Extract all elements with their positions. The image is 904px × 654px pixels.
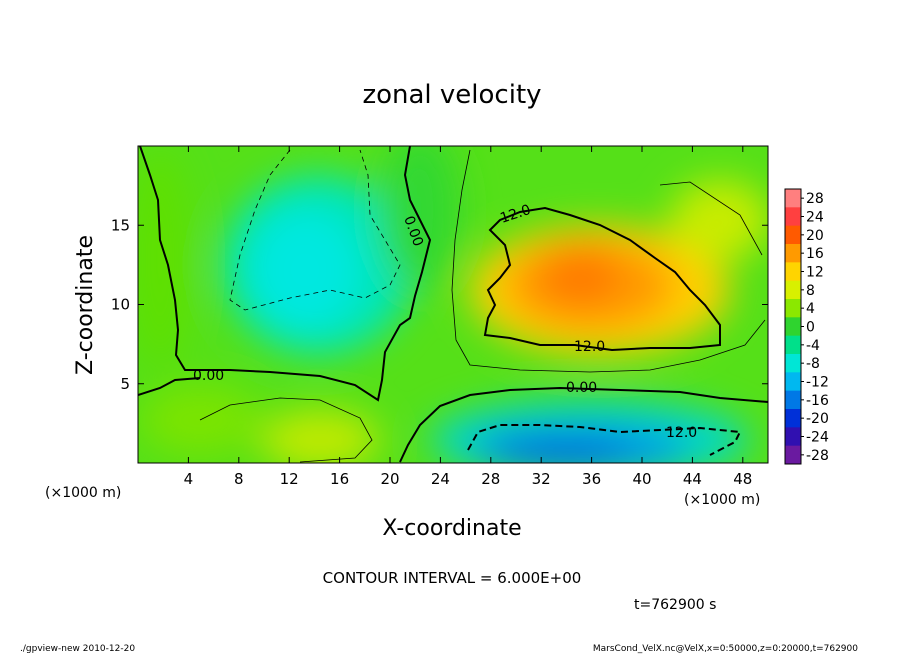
colorbar-swatch [785,409,801,428]
x-tick-label: 44 [683,470,702,488]
colorbar-swatch [785,427,801,447]
contour-label: 0.00 [566,380,597,396]
y-tick-label: 5 [120,375,130,393]
colorbar-swatch [785,354,801,373]
colorbar: 28 24 20 16 12 8 4 0 -4 -8 -12 -16 -20 -24 -28 [784,188,829,465]
colorbar-tick-label: -20 [806,411,829,427]
colorbar-swatch [785,207,801,227]
colorbar-tick-label: 24 [806,210,824,226]
colorbar-tick-label: -8 [806,356,820,372]
colorbar-tick-label: 0 [806,320,815,336]
contour-label: 12.0 [574,339,605,355]
colorbar-tick-label: 20 [806,228,824,244]
colorbar-swatch [785,225,801,245]
colorbar-swatch [785,189,801,208]
contour-label: 0.00 [193,368,224,384]
x-tick-label: 4 [184,470,194,488]
x-tick-label: 24 [431,470,450,488]
colorbar-tick-label: -24 [806,430,829,446]
colorbar-swatch [785,372,801,392]
colorbar-swatch [785,390,801,410]
colorbar-tick-label: 8 [806,283,815,299]
y-axis: 5 10 15 [111,216,768,393]
colorbar-tick-label: -4 [806,338,820,354]
colorbar-tick-label: -16 [806,393,829,409]
y-tick-label: 15 [111,216,130,234]
colorbar-swatch [785,280,801,300]
x-unit-left: (×1000 m) [45,485,121,501]
x-tick-label: 12 [280,470,299,488]
y-axis-label: Z-coordinate [73,235,98,375]
colorbar-swatch [785,262,801,282]
colorbar-tick-label: -28 [806,448,829,464]
x-unit-right: (×1000 m) [684,492,760,508]
x-tick-label: 48 [733,470,752,488]
heatmap-field: 12.0 12.0 0.00 0.00 0.00 12.0 [138,146,768,463]
footer-left: ./gpview-new 2010-12-20 [20,644,135,654]
x-axis: 4 8 12 16 20 24 28 32 36 40 44 48 [184,146,752,488]
colorbar-swatch [785,445,801,465]
contour-zero-left [139,146,432,402]
colorbar-swatch [785,299,801,318]
x-tick-label: 8 [234,470,244,488]
colorbar-tick-label: 16 [806,246,824,262]
contour-label: 12.0 [666,425,697,441]
contour-twelve-lower [467,424,742,456]
x-tick-label: 28 [481,470,500,488]
x-axis-label: X-coordinate [382,516,521,541]
colorbar-swatch [785,317,801,337]
y-tick-label: 10 [111,296,130,314]
x-tick-label: 20 [380,470,399,488]
time-label: t=762900 s [634,597,716,613]
x-tick-label: 16 [330,470,349,488]
colorbar-tick-label: -12 [806,375,829,391]
x-tick-label: 40 [632,470,651,488]
colorbar-tick-label: 12 [806,265,824,281]
colorbar-tick-label: 4 [806,301,815,317]
x-tick-label: 36 [582,470,601,488]
colorbar-tick-label: 28 [806,191,824,207]
contour-zero-lower [138,377,768,463]
x-tick-label: 32 [532,470,551,488]
colorbar-swatch [785,244,801,263]
chart-title: zonal velocity [362,80,541,110]
footer-right: MarsCond_VelX.nc@VelX,x=0:50000,z=0:2000… [593,644,858,654]
contour-twelve-upper [483,206,721,352]
colorbar-swatch [785,335,801,355]
contour-interval-text: CONTOUR INTERVAL = 6.000E+00 [323,569,582,587]
